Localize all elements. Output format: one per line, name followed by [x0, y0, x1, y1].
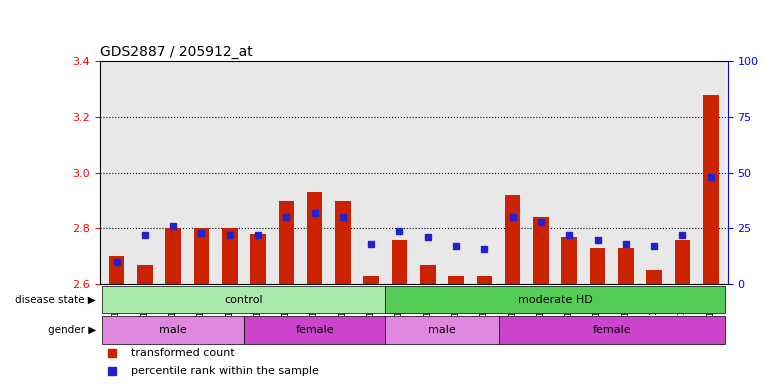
Text: GDS2887 / 205912_at: GDS2887 / 205912_at: [100, 45, 252, 59]
Bar: [527, 61, 555, 284]
Bar: [696, 61, 725, 284]
Bar: [279, 200, 294, 284]
Bar: [103, 316, 244, 344]
Text: male: male: [428, 325, 456, 335]
Bar: [215, 61, 244, 284]
Text: gender ▶: gender ▶: [47, 325, 96, 335]
Bar: [137, 265, 152, 284]
Bar: [109, 256, 124, 284]
Bar: [675, 240, 690, 284]
Bar: [363, 276, 379, 284]
Bar: [250, 234, 266, 284]
Bar: [561, 237, 577, 284]
Bar: [335, 200, 351, 284]
Bar: [385, 286, 725, 313]
Bar: [357, 61, 385, 284]
Bar: [159, 61, 188, 284]
Bar: [533, 217, 548, 284]
Bar: [448, 276, 464, 284]
Bar: [668, 61, 696, 284]
Bar: [499, 61, 527, 284]
Bar: [612, 61, 640, 284]
Bar: [329, 61, 357, 284]
Text: percentile rank within the sample: percentile rank within the sample: [131, 366, 319, 376]
Bar: [188, 61, 215, 284]
Bar: [385, 61, 414, 284]
Bar: [470, 61, 499, 284]
Bar: [385, 316, 499, 344]
Bar: [307, 192, 322, 284]
Bar: [103, 286, 385, 313]
Bar: [499, 316, 725, 344]
Bar: [618, 248, 633, 284]
Bar: [476, 276, 492, 284]
Bar: [555, 61, 584, 284]
Text: transformed count: transformed count: [131, 348, 234, 358]
Text: female: female: [592, 325, 631, 335]
Bar: [420, 265, 436, 284]
Bar: [703, 95, 719, 284]
Bar: [131, 61, 159, 284]
Bar: [505, 195, 520, 284]
Text: moderate HD: moderate HD: [518, 295, 592, 305]
Bar: [584, 61, 612, 284]
Bar: [244, 316, 385, 344]
Bar: [590, 248, 605, 284]
Bar: [194, 228, 209, 284]
Bar: [647, 270, 662, 284]
Bar: [103, 61, 131, 284]
Bar: [222, 228, 237, 284]
Bar: [165, 228, 181, 284]
Bar: [272, 61, 300, 284]
Bar: [300, 61, 329, 284]
Bar: [391, 240, 408, 284]
Bar: [442, 61, 470, 284]
Bar: [244, 61, 272, 284]
Text: control: control: [224, 295, 264, 305]
Bar: [414, 61, 442, 284]
Text: disease state ▶: disease state ▶: [15, 295, 96, 305]
Text: male: male: [159, 325, 187, 335]
Text: female: female: [296, 325, 334, 335]
Bar: [640, 61, 668, 284]
